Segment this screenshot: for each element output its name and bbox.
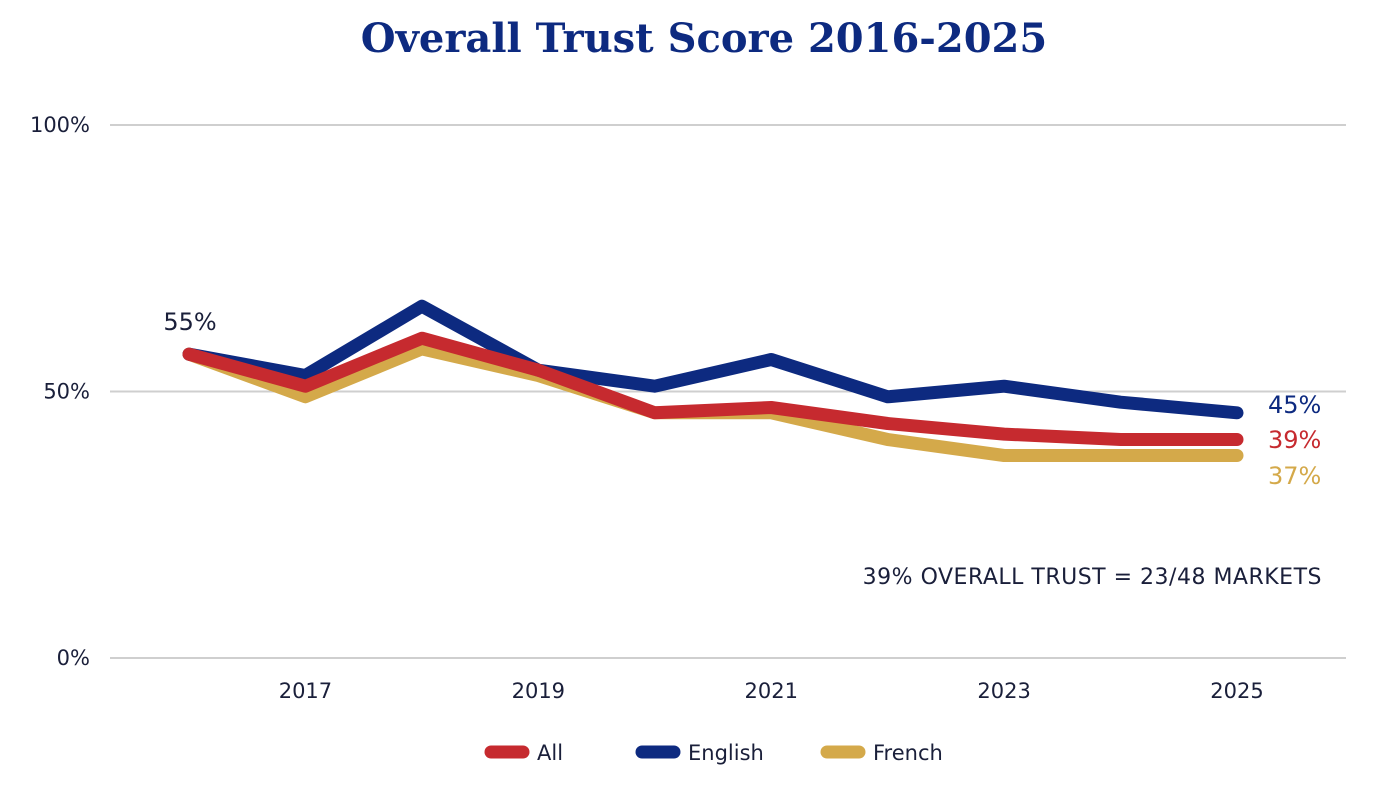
x-tick-label: 2019	[512, 679, 565, 703]
y-tick-label: 0%	[57, 646, 90, 670]
y-axis-ticks: 0% 50% 100%	[30, 113, 90, 670]
x-tick-label: 2021	[744, 679, 797, 703]
legend: All English French	[484, 741, 943, 765]
series-line-all	[182, 331, 1244, 446]
end-value-label-all: 39%	[1268, 426, 1321, 454]
x-axis-ticks: 2017 2019 2021 2023 2025	[279, 679, 1264, 703]
x-tick-label: 2025	[1210, 679, 1263, 703]
start-value-label: 55%	[163, 308, 216, 336]
legend-label-english: English	[688, 741, 764, 765]
legend-label-french: French	[873, 741, 943, 765]
series-line-english	[182, 299, 1244, 420]
y-tick-label: 50%	[43, 380, 90, 404]
y-tick-label: 100%	[30, 113, 90, 137]
legend-label-all: All	[537, 741, 563, 765]
end-value-label-french: 37%	[1268, 462, 1321, 490]
end-value-label-english: 45%	[1268, 391, 1321, 419]
x-tick-label: 2023	[977, 679, 1030, 703]
data-labels: 55% 45% 39% 37%	[163, 308, 1321, 490]
overall-trust-note: 39% OVERALL TRUST = 23/48 MARKETS	[863, 565, 1322, 590]
chart-title: Overall Trust Score 2016-2025	[361, 15, 1047, 62]
x-tick-label: 2017	[279, 679, 332, 703]
series-lines	[182, 299, 1244, 462]
